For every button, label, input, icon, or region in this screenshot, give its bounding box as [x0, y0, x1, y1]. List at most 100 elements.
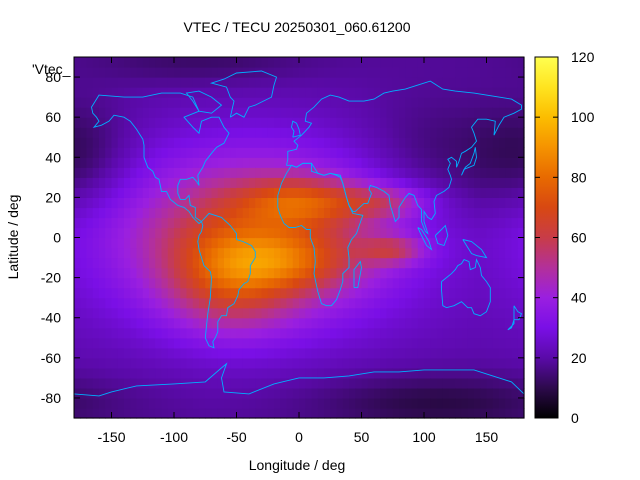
heat-cell	[211, 337, 219, 349]
heat-cell	[136, 397, 144, 409]
heat-cell	[267, 177, 275, 188]
heat-cell	[430, 247, 438, 259]
heat-cell	[367, 157, 375, 168]
heat-cell	[105, 317, 113, 329]
heat-cell	[505, 107, 513, 118]
heat-cell	[367, 87, 375, 98]
heat-cell	[111, 257, 119, 269]
heat-cell	[461, 397, 469, 409]
heat-cell	[130, 57, 138, 68]
heat-cell	[80, 357, 88, 369]
heat-cell	[311, 237, 319, 249]
heat-cell	[330, 197, 338, 209]
heat-cell	[499, 77, 506, 88]
heat-cell	[324, 357, 331, 369]
heat-cell	[174, 107, 181, 118]
heat-cell	[380, 327, 388, 339]
heat-cell	[105, 327, 113, 339]
heat-cell	[286, 187, 294, 198]
heat-cell	[324, 317, 331, 329]
y-tick-label: 40	[45, 149, 61, 165]
heat-cell	[180, 227, 188, 239]
y-axis-label: Latitude / deg	[5, 195, 21, 280]
heat-cell	[374, 67, 381, 78]
heat-cell	[236, 127, 244, 138]
heat-cell	[142, 207, 150, 219]
heat-cell	[230, 187, 238, 198]
heat-cell	[86, 317, 94, 329]
heat-cell	[155, 257, 163, 269]
heat-cell	[455, 407, 463, 419]
heat-cell	[205, 67, 213, 78]
heat-cell	[505, 147, 513, 158]
heat-cell	[292, 357, 300, 369]
heat-cell	[511, 127, 519, 138]
heat-cell	[311, 327, 319, 339]
heat-cell	[336, 317, 344, 329]
heat-cell	[267, 367, 275, 379]
heat-cell	[380, 137, 388, 148]
heat-cell	[136, 157, 144, 168]
heat-cell	[411, 227, 419, 239]
heat-cell	[480, 377, 488, 389]
heat-cell	[367, 247, 375, 259]
heat-cell	[361, 277, 369, 289]
heat-cell	[486, 67, 494, 78]
heat-cell	[449, 317, 456, 329]
heat-cell	[336, 267, 344, 279]
heat-cell	[217, 367, 225, 379]
heat-cell	[342, 347, 350, 359]
heat-cell	[299, 347, 306, 359]
heat-cell	[486, 377, 494, 389]
heat-cell	[99, 267, 106, 279]
heat-cell	[505, 97, 513, 108]
heat-cell	[405, 397, 413, 409]
heat-cell	[467, 297, 475, 309]
heat-cell	[174, 327, 181, 339]
heat-cell	[349, 327, 356, 339]
heat-cell	[167, 267, 175, 279]
heat-cell	[180, 267, 188, 279]
heat-cell	[399, 337, 406, 349]
heat-cell	[167, 387, 175, 399]
heat-cell	[74, 107, 81, 118]
heat-cell	[461, 147, 469, 158]
heat-cell	[199, 167, 206, 178]
heat-cell	[242, 307, 250, 319]
heat-cell	[149, 297, 156, 309]
heat-cell	[467, 267, 475, 279]
heat-cell	[405, 197, 413, 209]
heat-cell	[311, 347, 319, 359]
heat-cell	[517, 87, 525, 98]
heat-cell	[505, 387, 513, 399]
heat-cell	[499, 357, 506, 369]
heat-cell	[167, 317, 175, 329]
heat-cell	[317, 377, 325, 389]
heat-cell	[361, 307, 369, 319]
heat-cell	[511, 167, 519, 178]
heat-cell	[474, 247, 481, 259]
heat-cell	[74, 317, 81, 329]
heat-cell	[386, 147, 394, 158]
heat-cell	[261, 237, 269, 249]
heat-cell	[130, 397, 138, 409]
heat-cell	[480, 197, 488, 209]
heat-cell	[430, 287, 438, 299]
heat-cell	[136, 207, 144, 219]
heat-cell	[361, 97, 369, 108]
heat-cell	[505, 247, 513, 259]
heat-cell	[417, 87, 425, 98]
heat-cell	[505, 77, 513, 88]
heat-cell	[242, 77, 250, 88]
heat-cell	[486, 367, 494, 379]
heat-cell	[349, 57, 356, 68]
heat-cell	[130, 117, 138, 128]
heat-cell	[105, 227, 113, 239]
heat-cell	[211, 347, 219, 359]
heat-cell	[411, 217, 419, 229]
heat-cell	[367, 127, 375, 138]
heat-cell	[136, 217, 144, 229]
heat-cell	[92, 357, 100, 369]
heat-cell	[430, 57, 438, 68]
heat-cell	[517, 147, 525, 158]
